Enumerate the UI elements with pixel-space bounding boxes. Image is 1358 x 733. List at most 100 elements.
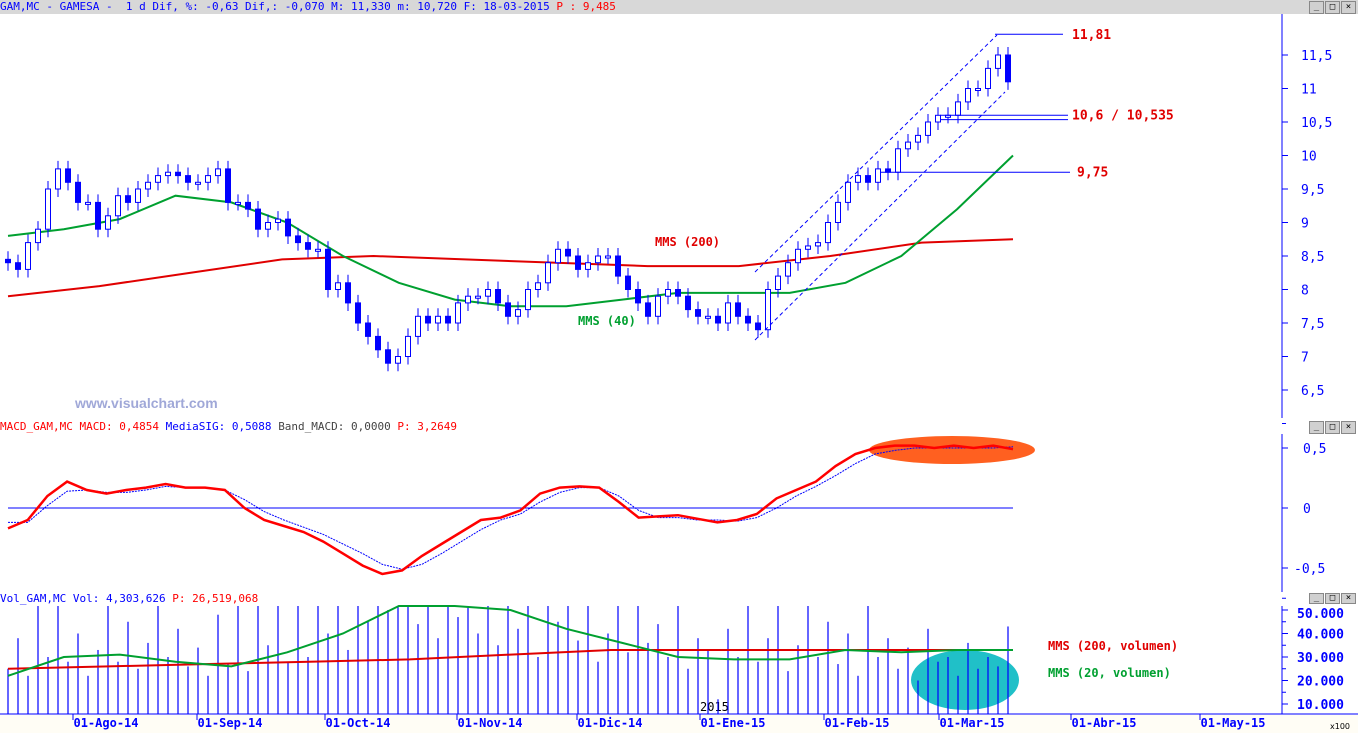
candle [945, 114, 951, 118]
candle [375, 335, 381, 351]
x-tick-label: 01-Mar-15 [939, 716, 1004, 730]
time-axis-bg [0, 715, 1358, 733]
candle [845, 181, 851, 203]
candle [475, 295, 481, 299]
candle [825, 222, 831, 244]
highlight-ellipse [911, 650, 1019, 710]
candle [595, 255, 601, 264]
candle [685, 295, 691, 311]
candle [565, 248, 571, 257]
period: 1 d [125, 0, 146, 13]
candle [495, 289, 501, 304]
candle [545, 262, 551, 284]
candle [175, 171, 181, 177]
vol-mms200-line [7, 649, 1013, 670]
mms40-line [7, 154, 1014, 308]
candle [465, 295, 471, 304]
maximize-button[interactable]: □ [1325, 421, 1340, 434]
candle [625, 275, 631, 291]
candle [315, 248, 321, 252]
candle [395, 356, 401, 364]
candle [665, 289, 671, 297]
title-bar: GAM,MC - GAMESA - 1 d Dif, %: -0,63 Dif,… [0, 0, 1358, 14]
candle [575, 255, 581, 270]
candle [515, 309, 521, 317]
candle [725, 302, 731, 324]
y-tick-label: 30.000 [1297, 651, 1344, 666]
vol-mms200-label: MMS (200, volumen) [1048, 639, 1178, 653]
vol-unit: x100 [1330, 722, 1350, 731]
candle [275, 218, 281, 223]
candle [835, 201, 841, 223]
close-button[interactable]: × [1341, 421, 1356, 434]
watermark: www.visualchart.com [74, 395, 218, 411]
volume-header: Vol_GAM,MC Vol: 4,303,626 P: 26,519,068 … [0, 592, 1358, 606]
x-tick-label: 01-May-15 [1200, 716, 1265, 730]
candle [855, 175, 861, 183]
close-button[interactable]: × [1341, 593, 1356, 604]
candle [975, 88, 981, 91]
candle [235, 201, 241, 205]
x-tick-label: 01-Oct-14 [325, 716, 390, 730]
vol-mms20-label: MMS (20, volumen) [1048, 666, 1171, 680]
candle [455, 302, 461, 324]
x-tick-label: 01-Sep-14 [197, 716, 262, 730]
candle [155, 175, 161, 183]
candle [195, 181, 201, 185]
candle [115, 195, 121, 217]
candle [185, 175, 191, 183]
candle [925, 121, 931, 136]
candle [715, 315, 721, 324]
candle [905, 141, 911, 150]
y-tick-label: 11 [1301, 83, 1317, 98]
candle [525, 289, 531, 311]
y-tick-label: 9,5 [1301, 183, 1324, 198]
candle [305, 242, 311, 250]
candle [325, 248, 331, 291]
macd-p: P: 3,2649 [397, 420, 458, 433]
candle [265, 222, 271, 230]
macd-value: MACD: 0,4854 [79, 420, 159, 433]
x-tick-label: 01-Dic-14 [577, 716, 642, 730]
y-tick-label: 7,5 [1301, 317, 1324, 332]
channel-upper [754, 34, 998, 273]
level-label: 11,81 [1072, 28, 1111, 43]
x-tick-label: 01-Feb-15 [824, 716, 889, 730]
y-tick-label: 6,5 [1301, 384, 1324, 399]
candle [145, 181, 151, 190]
candle [755, 322, 761, 331]
channel-lower [754, 91, 1006, 341]
vol-value: Vol: 4,303,626 [72, 592, 166, 605]
candle [215, 168, 221, 177]
candle [605, 255, 611, 259]
candle [95, 201, 101, 230]
x-tick-label: 01-Abr-15 [1071, 716, 1136, 730]
candle [5, 258, 11, 264]
symbol: GAM,MC - GAMESA - [0, 0, 113, 13]
candle [675, 289, 681, 297]
minimize-button[interactable]: _ [1309, 421, 1324, 434]
candle [885, 168, 891, 173]
candle [85, 201, 91, 205]
mms40-label: MMS (40) [578, 314, 636, 328]
candle [165, 171, 171, 177]
price-stats: Dif, %: -0,63 Dif,: -0,070 M: 11,330 m: … [152, 0, 550, 13]
candle [995, 54, 1001, 69]
candle [15, 262, 21, 270]
maximize-button[interactable]: □ [1325, 1, 1340, 14]
candle [785, 262, 791, 277]
candle [435, 315, 441, 324]
candle [585, 262, 591, 270]
candle [225, 168, 231, 203]
y-tick-label: 0 [1303, 502, 1311, 517]
candle [335, 282, 341, 290]
candle [1005, 54, 1011, 83]
signal-value: MediaSIG: 0,5088 [165, 420, 272, 433]
minimize-button[interactable]: _ [1309, 1, 1324, 14]
minimize-button[interactable]: _ [1309, 593, 1324, 604]
maximize-button[interactable]: □ [1325, 593, 1340, 604]
close-button[interactable]: × [1341, 1, 1356, 14]
x-tick-label: 01-Ene-15 [700, 716, 765, 730]
candle [505, 302, 511, 317]
